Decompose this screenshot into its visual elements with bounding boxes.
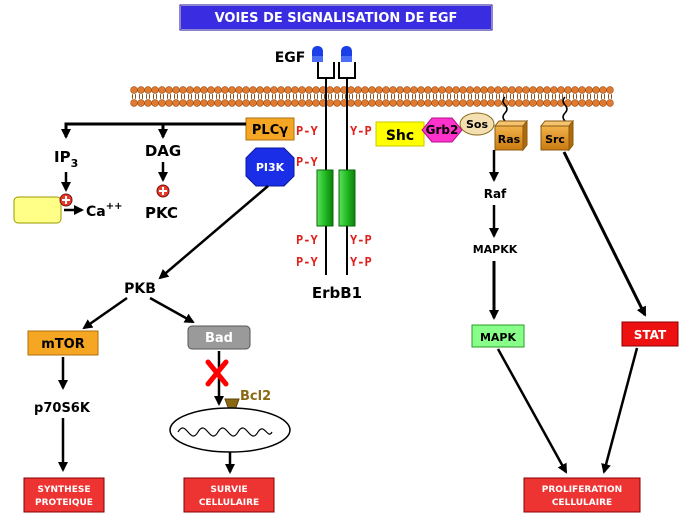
svg-text:Src: Src	[545, 133, 565, 146]
svg-text:MAPK: MAPK	[480, 331, 517, 344]
svg-text:Ras: Ras	[498, 133, 521, 146]
svg-text:SYNTHESE: SYNTHESE	[38, 485, 91, 495]
stat-node: STAT	[621, 321, 679, 347]
svg-text:mTOR: mTOR	[41, 337, 84, 352]
plc-gamma-node: PLCγ	[245, 117, 295, 141]
outcome-proliferation-cellulaire: PROLIFERATION CELLULAIRE	[523, 477, 641, 513]
mapkk-label: MAPKK	[473, 243, 518, 256]
pkb-to-mtor-arrow	[82, 296, 128, 330]
sos-node: Sos	[459, 112, 495, 136]
svg-text:PROTEIQUE: PROTEIQUE	[35, 498, 93, 508]
svg-text:Grb2: Grb2	[426, 123, 459, 137]
p70s6k-label: p70S6K	[34, 401, 91, 416]
phospho-yp-2: Y-P	[350, 233, 372, 247]
title-banner: VOIES DE SIGNALISATION DE EGF	[179, 4, 493, 31]
outcome-survie-cellulaire: SURVIE CELLULAIRE	[183, 477, 275, 513]
egf-label: EGF	[275, 50, 306, 66]
src-to-stat-arrow	[562, 151, 647, 317]
pkb-label: PKB	[124, 281, 156, 297]
shc-node: Shc	[375, 121, 425, 147]
svg-text:Sos: Sos	[466, 118, 488, 131]
mtor-node: mTOR	[27, 330, 99, 356]
svg-text:PROLIFERATION: PROLIFERATION	[542, 485, 622, 495]
cell-membrane	[130, 86, 614, 107]
plus-icon-dag	[156, 184, 170, 198]
mapk-node: MAPK	[471, 324, 525, 348]
pi3k-to-pkb-arrow	[158, 185, 269, 280]
phospho-py-3: P-Y	[296, 233, 318, 247]
calcium-label: Ca++	[86, 201, 123, 220]
erbb1-receptor	[316, 62, 356, 275]
svg-text:PI3K: PI3K	[256, 161, 285, 174]
plus-icon-ip3	[59, 193, 73, 207]
dag-label: DAG	[145, 142, 181, 160]
svg-text:STAT: STAT	[634, 328, 667, 342]
pkb-to-bad-arrow	[149, 296, 195, 324]
ras-node: Ras	[493, 96, 529, 152]
bad-node: Bad	[187, 325, 251, 350]
grb2-node: Grb2	[421, 117, 463, 143]
svg-text:Shc: Shc	[386, 128, 414, 144]
stat-to-prolif-arrow	[601, 347, 639, 474]
raf-label: Raf	[484, 187, 507, 201]
phospho-py-1: P-Y	[296, 124, 318, 138]
inhibition-cross-icon	[205, 359, 229, 387]
mitochondrion-icon	[169, 407, 291, 453]
phospho-py-2: P-Y	[296, 155, 318, 169]
bcl2-label: Bcl2	[240, 389, 271, 404]
svg-text:CELLULAIRE: CELLULAIRE	[552, 498, 612, 508]
svg-text:PLCγ: PLCγ	[252, 123, 288, 138]
plc-branch-arrows	[61, 122, 246, 215]
src-node: Src	[539, 96, 575, 152]
svg-text:CELLULAIRE: CELLULAIRE	[199, 498, 259, 508]
erbb1-label: ErbB1	[312, 284, 362, 302]
mapk-to-prolif-arrow	[496, 348, 568, 474]
phospho-yp-3: Y-P	[350, 255, 372, 269]
pkc-label: PKC	[145, 204, 178, 222]
phospho-py-4: P-Y	[296, 255, 318, 269]
reticulum-store	[13, 196, 62, 224]
svg-text:Bad: Bad	[205, 331, 233, 346]
pi3k-node: PI3K	[245, 147, 295, 187]
svg-text:SURVIE: SURVIE	[210, 485, 247, 495]
ip3-label: IP3	[54, 148, 78, 170]
egf-ligand-icon	[312, 46, 352, 62]
phospho-yp-1: Y-P	[350, 124, 372, 138]
page-title: VOIES DE SIGNALISATION DE EGF	[215, 11, 458, 26]
outcome-synthese-proteique: SYNTHESE PROTEIQUE	[23, 477, 105, 513]
